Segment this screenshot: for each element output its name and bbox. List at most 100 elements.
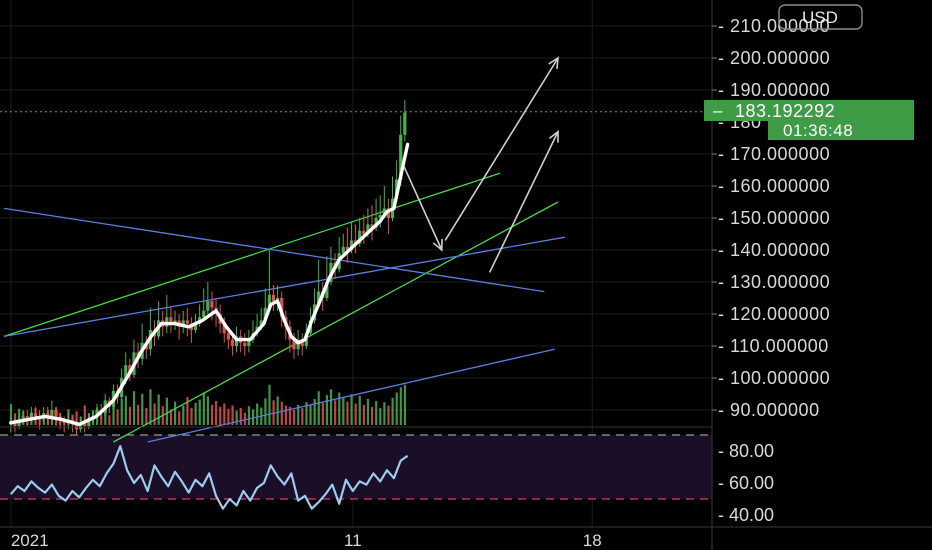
price-tick-label: - 100.000000 bbox=[718, 368, 830, 388]
volume-bar bbox=[325, 395, 329, 425]
candle-body bbox=[341, 246, 345, 254]
volume-bar bbox=[305, 402, 308, 425]
candle bbox=[345, 227, 349, 263]
volume-bar bbox=[120, 399, 123, 425]
candle bbox=[243, 333, 247, 356]
time-tick-label: 18 bbox=[583, 531, 602, 550]
candle-body bbox=[280, 298, 284, 318]
price-tick-label: - 140.000000 bbox=[718, 240, 830, 260]
time-tick-label: 2021 bbox=[11, 531, 49, 550]
candle-body bbox=[267, 294, 271, 308]
rsi-axis[interactable]: - 80.00 - 60.00 - 40.00 bbox=[718, 441, 774, 525]
volume-bar bbox=[165, 397, 168, 425]
candle-body bbox=[21, 416, 25, 420]
volume-bar bbox=[350, 394, 353, 425]
volume-bar bbox=[338, 392, 341, 425]
candle-body bbox=[386, 208, 391, 218]
volume-bar bbox=[83, 405, 86, 425]
volume-bar bbox=[317, 391, 320, 425]
price-tick-label: - 210.000000 bbox=[718, 16, 830, 36]
projection-arrow[interactable] bbox=[403, 166, 443, 251]
arrow-head bbox=[432, 238, 443, 252]
candle bbox=[181, 310, 185, 334]
price-tag-marker: – bbox=[713, 101, 723, 120]
candle-body bbox=[362, 230, 366, 234]
candle bbox=[33, 406, 38, 423]
candle bbox=[341, 234, 345, 257]
price-tick-label: - 130.000000 bbox=[718, 272, 830, 292]
volume-bar bbox=[264, 398, 267, 425]
price-tick-label: - 160.000000 bbox=[718, 176, 830, 196]
price-axis[interactable]: - 210.000000 - 200.000000 - 190.000000 - 17… bbox=[712, 16, 830, 420]
volume-bar bbox=[124, 395, 127, 425]
volume-bar bbox=[329, 389, 333, 425]
candle bbox=[169, 307, 173, 334]
candle-body bbox=[403, 112, 407, 135]
candle-body bbox=[79, 422, 83, 430]
countdown-tag: 01:36:48 bbox=[768, 121, 914, 140]
volume-bar bbox=[141, 393, 144, 425]
price-tag-bg bbox=[704, 100, 914, 121]
channel-line[interactable] bbox=[3, 172, 501, 338]
currency-label: USD bbox=[802, 8, 838, 27]
volume-bar bbox=[153, 403, 156, 425]
volume-bar bbox=[128, 406, 132, 425]
candle-body bbox=[263, 307, 267, 321]
price-tick-label: - 190.000000 bbox=[718, 80, 830, 100]
candle-body bbox=[181, 320, 185, 327]
volume-bar bbox=[284, 405, 288, 425]
volume-bar bbox=[247, 406, 251, 425]
channel-line[interactable] bbox=[113, 201, 559, 443]
volume-bar bbox=[342, 397, 345, 425]
trend-line[interactable] bbox=[3, 207, 545, 293]
volume-bar bbox=[137, 404, 140, 425]
currency-button-frame bbox=[778, 4, 863, 30]
last-price-value: 183.192292 bbox=[735, 101, 835, 121]
projection-arrow[interactable] bbox=[444, 57, 559, 241]
candle-body bbox=[193, 323, 198, 330]
volume-bar bbox=[399, 387, 402, 425]
volume-bar bbox=[403, 384, 407, 425]
candle bbox=[206, 282, 210, 314]
volume-bar bbox=[210, 404, 214, 425]
volume-bar bbox=[169, 409, 173, 425]
volume-bar bbox=[301, 408, 304, 425]
volume-bar bbox=[9, 404, 13, 425]
volume-bar bbox=[149, 389, 152, 425]
candle-body bbox=[95, 410, 99, 417]
currency-button[interactable]: USD bbox=[778, 4, 863, 30]
time-axis[interactable]: 2021 11 18 bbox=[11, 531, 602, 550]
volume-bar bbox=[387, 405, 390, 425]
candle-body bbox=[370, 224, 374, 228]
volume-bar bbox=[235, 410, 238, 425]
price-tick-label: - 120.000000 bbox=[718, 304, 830, 324]
countdown-tag-bg bbox=[768, 121, 914, 140]
candle-body bbox=[358, 230, 362, 244]
volume-bar bbox=[75, 411, 78, 425]
volume-bar bbox=[174, 401, 177, 425]
candle-body bbox=[33, 413, 38, 417]
candle-body bbox=[243, 342, 247, 346]
trend-lines[interactable] bbox=[3, 56, 565, 443]
volume-bar bbox=[366, 399, 370, 425]
price-tag: – 183.192292 bbox=[704, 100, 914, 121]
volume-bar bbox=[309, 405, 312, 425]
candle bbox=[54, 406, 58, 426]
candle bbox=[267, 250, 271, 311]
arrow-head bbox=[548, 56, 560, 70]
volume-bar bbox=[379, 408, 382, 425]
volume-bar bbox=[288, 406, 292, 425]
trend-line[interactable] bbox=[3, 236, 565, 338]
volume-bar bbox=[370, 406, 374, 425]
candle bbox=[325, 256, 329, 302]
candle-body bbox=[226, 333, 230, 340]
volume-bar bbox=[13, 413, 17, 425]
volume-bar bbox=[178, 411, 181, 425]
volume-bar bbox=[182, 405, 185, 425]
candle bbox=[202, 288, 206, 321]
projection-arrow[interactable] bbox=[488, 131, 559, 273]
volume-bar bbox=[280, 401, 283, 425]
volume-bar bbox=[215, 400, 218, 425]
volume-bar bbox=[132, 391, 136, 425]
